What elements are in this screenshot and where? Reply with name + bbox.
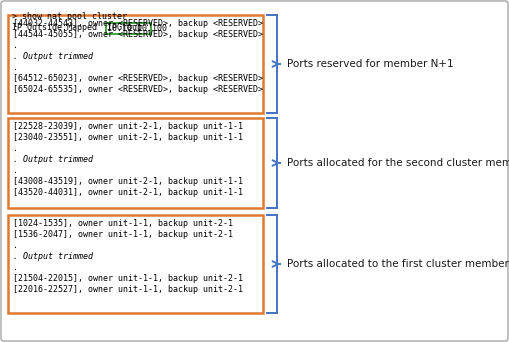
Text: . Output trimmed: . Output trimmed (13, 155, 93, 164)
Text: .: . (13, 166, 18, 175)
Text: [1024-1535], owner unit-1-1, backup unit-2-1: [1024-1535], owner unit-1-1, backup unit… (13, 219, 233, 228)
Text: . Output trimmed: . Output trimmed (13, 52, 93, 61)
Text: .: . (13, 241, 18, 250)
Text: .: . (13, 144, 18, 153)
Text: Ports allocated for the second cluster member: Ports allocated for the second cluster m… (287, 158, 509, 168)
Text: [21504-22015], owner unit-1-1, backup unit-2-1: [21504-22015], owner unit-1-1, backup un… (13, 274, 243, 283)
Text: [22016-22527], owner unit-1-1, backup unit-2-1: [22016-22527], owner unit-1-1, backup un… (13, 285, 243, 294)
Text: [43008-43519], owner unit-2-1, backup unit-1-1: [43008-43519], owner unit-2-1, backup un… (13, 177, 243, 186)
Text: .: . (13, 41, 18, 50)
Text: [64512-65023], owner <RESERVED>, backup <RESERVED>: [64512-65023], owner <RESERVED>, backup … (13, 74, 263, 83)
Text: [22528-23039], owner unit-2-1, backup unit-1-1: [22528-23039], owner unit-2-1, backup un… (13, 122, 243, 131)
Text: 10.10.10.100: 10.10.10.100 (106, 24, 166, 33)
Text: .: . (13, 63, 18, 72)
Text: [44032-44543], owner <RESERVED>, backup <RESERVED>: [44032-44543], owner <RESERVED>, backup … (13, 19, 263, 28)
Text: [23040-23551], owner unit-2-1, backup unit-1-1: [23040-23551], owner unit-2-1, backup un… (13, 133, 243, 142)
Text: [1536-2047], owner unit-1-1, backup unit-2-1: [1536-2047], owner unit-1-1, backup unit… (13, 230, 233, 239)
FancyBboxPatch shape (105, 23, 151, 34)
Text: > show nat pool cluster: > show nat pool cluster (12, 12, 127, 21)
Text: [43520-44031], owner unit-2-1, backup unit-1-1: [43520-44031], owner unit-2-1, backup un… (13, 188, 243, 197)
Text: Ports reserved for member N+1: Ports reserved for member N+1 (287, 59, 454, 69)
FancyBboxPatch shape (8, 118, 263, 208)
Text: [65024-65535], owner <RESERVED>, backup <RESERVED>: [65024-65535], owner <RESERVED>, backup … (13, 85, 263, 94)
FancyBboxPatch shape (8, 15, 263, 113)
Text: . Output trimmed: . Output trimmed (13, 252, 93, 261)
FancyBboxPatch shape (8, 215, 263, 313)
Text: IP Outside:Mapped  IPGroup: IP Outside:Mapped IPGroup (12, 23, 142, 32)
Text: [44544-45055], owner <RESERVED>, backup <RESERVED>: [44544-45055], owner <RESERVED>, backup … (13, 30, 263, 39)
Text: Ports allocated to the first cluster member: Ports allocated to the first cluster mem… (287, 259, 509, 269)
Text: .: . (13, 263, 18, 272)
